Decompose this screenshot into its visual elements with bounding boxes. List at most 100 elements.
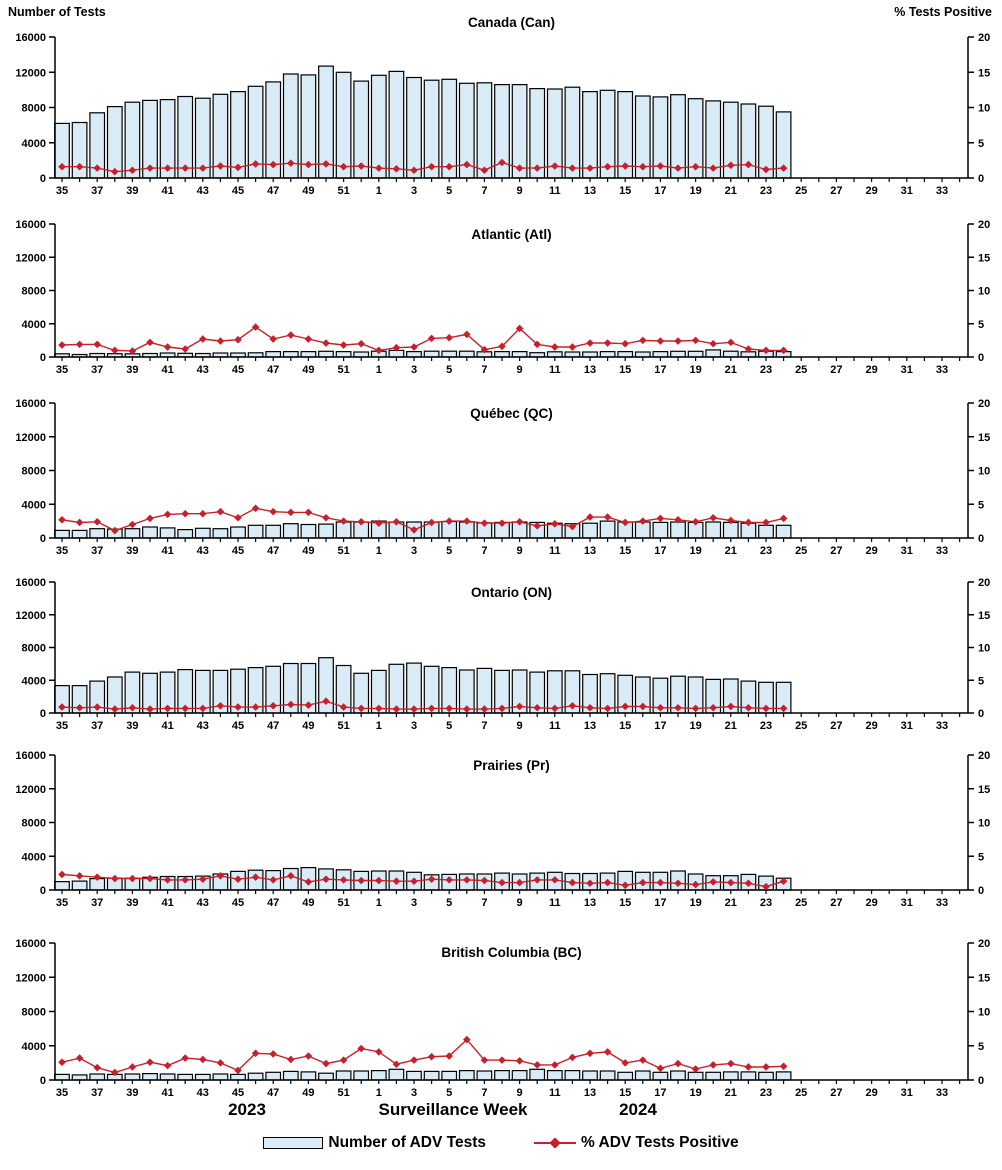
svg-text:0: 0 [978, 352, 984, 364]
pct-marker-week-38 [111, 705, 119, 713]
pct-marker-week-21 [727, 702, 735, 711]
svg-text:0: 0 [978, 173, 984, 185]
pct-marker-week-15 [621, 702, 629, 711]
svg-text:29: 29 [865, 364, 877, 376]
pct-marker-week-2 [392, 343, 401, 352]
pct-marker-week-11 [551, 162, 559, 170]
svg-text:9: 9 [517, 897, 523, 909]
pct-marker-week-40 [146, 705, 154, 713]
pct-marker-week-11 [551, 520, 559, 528]
svg-text:3: 3 [411, 897, 417, 909]
bar-week-47 [265, 1071, 282, 1081]
panel-title-atlantic: Atlantic (Atl) [471, 227, 552, 242]
bar-week-48 [282, 523, 299, 539]
pct-marker-week-44 [216, 701, 225, 710]
pct-marker-week-4 [427, 334, 436, 343]
bar-week-45 [230, 1073, 246, 1081]
pct-marker-week-9 [515, 878, 524, 887]
pct-marker-week-48 [287, 508, 295, 517]
pct-marker-week-37 [93, 340, 101, 349]
pct-marker-week-6 [463, 160, 471, 169]
bar-week-39 [124, 528, 141, 539]
svg-text:11: 11 [549, 897, 561, 909]
pct-marker-week-47 [269, 160, 277, 169]
pct-marker-week-39 [128, 520, 137, 529]
bar-week-9 [511, 83, 528, 179]
pct-marker-week-5 [445, 333, 453, 342]
pct-marker-week-9 [515, 324, 524, 333]
pct-marker-week-35 [58, 870, 66, 879]
svg-text:27: 27 [830, 897, 842, 909]
pct-marker-week-1 [375, 519, 383, 527]
svg-text:39: 39 [126, 1087, 138, 1099]
pct-marker-week-14 [603, 878, 612, 887]
pct-marker-week-44 [216, 872, 225, 880]
bar-week-2 [388, 70, 405, 179]
svg-text:13: 13 [584, 897, 596, 909]
svg-text:7: 7 [481, 720, 487, 732]
svg-text:16000: 16000 [15, 577, 46, 589]
bar-week-18 [670, 1070, 686, 1081]
pct-marker-week-5 [445, 876, 453, 884]
svg-text:5: 5 [978, 851, 984, 863]
svg-text:29: 29 [865, 545, 877, 557]
pct-marker-week-40 [146, 874, 154, 883]
pct-marker-week-8 [498, 158, 506, 167]
pct-marker-week-36 [75, 872, 84, 880]
svg-text:8000: 8000 [22, 1007, 46, 1019]
svg-text:23: 23 [760, 897, 772, 909]
bar-week-11 [546, 1069, 563, 1081]
pct-marker-week-21 [727, 1059, 735, 1068]
bar-week-16 [634, 1070, 651, 1081]
svg-text:31: 31 [901, 185, 913, 197]
pct-marker-week-24 [779, 704, 788, 713]
pct-marker-week-7 [480, 166, 489, 175]
bar-week-11 [546, 351, 563, 358]
svg-text:17: 17 [654, 897, 666, 909]
pct-marker-week-10 [533, 703, 541, 712]
bar-week-23 [758, 1071, 774, 1081]
svg-text:51: 51 [337, 364, 349, 376]
pct-marker-week-18 [674, 164, 682, 172]
bar-week-48 [282, 1070, 299, 1081]
svg-text:5: 5 [446, 185, 452, 197]
svg-text:17: 17 [654, 364, 666, 376]
svg-text:37: 37 [91, 897, 103, 909]
bar-week-24 [775, 1071, 792, 1081]
bar-week-50 [318, 1072, 334, 1081]
svg-text:1: 1 [376, 897, 382, 909]
pct-marker-week-13 [586, 703, 594, 712]
bar-week-8 [494, 1069, 510, 1081]
bar-week-43 [194, 1073, 211, 1081]
pct-marker-week-43 [199, 164, 207, 172]
pct-marker-week-3 [410, 526, 418, 534]
bar-week-4 [423, 1070, 440, 1081]
svg-text:51: 51 [337, 545, 349, 557]
svg-text:15: 15 [619, 897, 631, 909]
legend-diamond [549, 1137, 561, 1149]
pct-marker-week-43 [199, 704, 207, 713]
svg-text:33: 33 [936, 720, 948, 732]
pct-marker-week-5 [445, 1052, 453, 1060]
svg-text:0: 0 [40, 885, 46, 897]
bar-week-21 [722, 1071, 739, 1081]
pct-marker-week-2 [392, 518, 401, 526]
pct-marker-week-16 [639, 517, 647, 525]
pct-marker-week-1 [375, 1048, 383, 1056]
svg-text:51: 51 [337, 1087, 349, 1099]
svg-text:33: 33 [936, 545, 948, 557]
svg-text:3: 3 [411, 185, 417, 197]
pct-marker-week-22 [744, 879, 753, 888]
pct-marker-week-12 [568, 701, 577, 710]
bar-week-40 [142, 526, 158, 539]
svg-text:23: 23 [760, 185, 772, 197]
bar-week-14 [599, 351, 616, 358]
pct-marker-week-44 [216, 1059, 225, 1067]
svg-text:47: 47 [267, 720, 279, 732]
svg-text:47: 47 [267, 1087, 279, 1099]
pct-marker-week-4 [427, 875, 436, 883]
pct-marker-week-8 [498, 704, 506, 713]
left-axis-title: Number of Tests [8, 5, 106, 19]
pct-marker-week-24 [779, 1062, 788, 1071]
pct-marker-week-44 [216, 337, 225, 345]
